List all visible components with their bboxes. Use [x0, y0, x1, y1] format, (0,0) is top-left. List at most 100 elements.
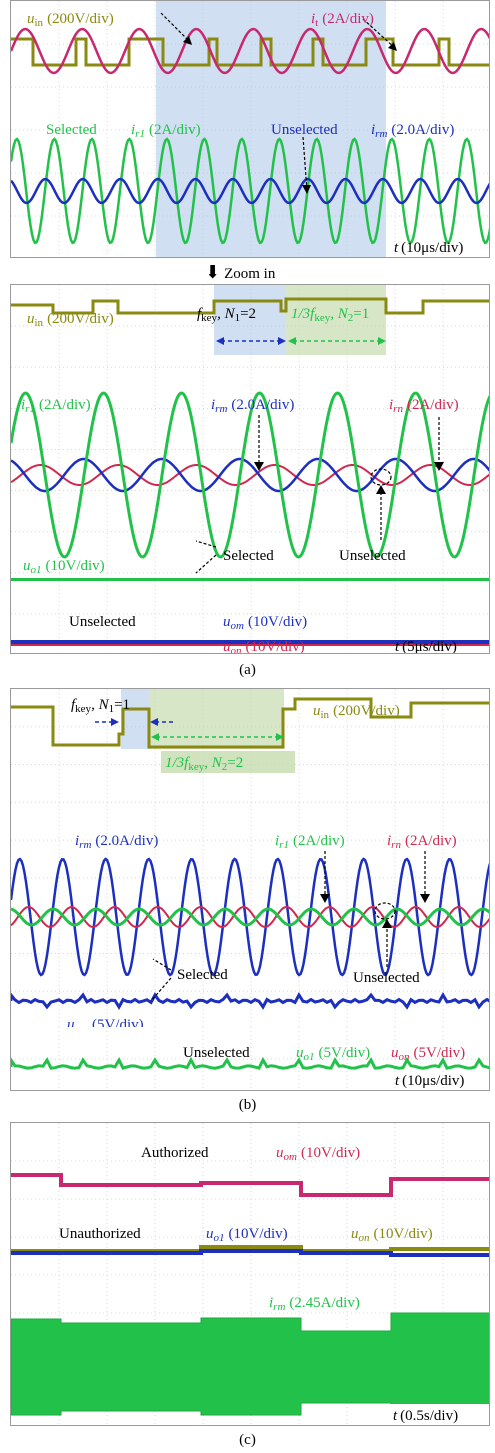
label-t-b: t (10μs/div) — [395, 1073, 464, 1089]
arrowhead-it-a — [388, 42, 397, 51]
fkey-highlight-b — [121, 689, 149, 749]
label-unselected2-a-bottom: Unselected — [69, 614, 136, 630]
trace-uin-a-bottom — [11, 297, 489, 315]
down-arrow-icon: ⬇ — [205, 262, 221, 282]
arrowhead-irn-a-b — [434, 462, 444, 471]
grid-a-bottom — [11, 285, 489, 653]
label-selected-b: Selected — [177, 967, 228, 983]
arrowhead-fkey2-r — [378, 337, 386, 345]
label-fkey2-a: 1/3fkey, N2=1 — [291, 306, 369, 324]
panel-c-svg: Authorized uom (10V/div) Unauthorized uo1… — [11, 1123, 489, 1425]
label-unauthorized-c: Unauthorized — [59, 1226, 141, 1242]
arrow-selected-a1 — [195, 540, 217, 548]
label-unselected-a-top: Unselected — [271, 122, 338, 138]
arrowhead-unselected-b — [382, 919, 392, 928]
arrowhead-fkey-b-l — [111, 718, 119, 726]
label-ir1-a-top: ir1 (2A/div) — [131, 122, 201, 140]
trace-irn-a-bottom — [11, 464, 489, 486]
trace-ir1-a-bottom — [11, 391, 489, 559]
panel-b-lower-svg: Unselected uo1 (5V/div) uon (5V/div) t (10μ… — [11, 1027, 489, 1090]
label-uom-c: uom (10V/div) — [276, 1145, 360, 1163]
label-it-a-top: it (2A/div) — [311, 11, 374, 29]
label-uom-a-bottom: uom (10V/div) — [223, 614, 307, 632]
label-irn-b: irn (2A/div) — [387, 833, 457, 851]
fkey2-label-box-b — [161, 751, 295, 773]
trace-uo1-c — [11, 1249, 489, 1257]
label-fkey2-b: 1/3fkey, N2=2 — [165, 755, 243, 773]
label-uin-a-top: uin (200V/div) — [27, 11, 114, 29]
label-selected-a-bottom: Selected — [223, 548, 274, 564]
label-uo1-b: uo1 (5V/div) — [296, 1045, 370, 1063]
trace-irm-a-top — [11, 177, 489, 205]
label-t-c: t (0.5s/div) — [393, 1408, 458, 1424]
trace-irn-b — [11, 905, 489, 929]
label-irm-a-top: irm (2.0A/div) — [371, 122, 454, 140]
trace-uin-b — [11, 697, 489, 749]
label-t-c-bg — [389, 1404, 489, 1424]
scope-panel-c: Authorized uom (10V/div) Unauthorized uo1… — [10, 1122, 490, 1426]
label-irn-a-bottom: irn (2A/div) — [389, 397, 459, 415]
label-t-a-top: t (10μs/div) — [394, 240, 463, 256]
panel-a-bottom-svg: uin (200V/div) fkey, N1=2 1/3fkey, N2=1 i… — [11, 285, 489, 654]
arrowhead-ir1-b — [320, 894, 330, 903]
fkey2-highlight-b — [149, 689, 284, 749]
fkey2-highlight-a — [286, 285, 386, 355]
trace-uom-b — [11, 991, 489, 1010]
label-ir1-b: ir1 (2A/div) — [275, 833, 345, 851]
arrowhead-irm-a — [302, 185, 311, 194]
label-irm-b: irm (2.0A/div) — [75, 833, 158, 851]
trace-irm-a-bottom — [11, 457, 489, 493]
label-uon-c: uon (10V/div) — [351, 1226, 433, 1244]
arrowhead-uin-a — [183, 36, 192, 45]
zoom-in-label: ⬇ Zoom in — [205, 262, 276, 282]
arrowhead-fkey-left-l — [216, 337, 224, 345]
trace-irm-c — [11, 1312, 489, 1416]
label-fkey-a: fkey, N1=2 — [197, 306, 256, 324]
label-uin-a-bottom: uin (200V/div) — [27, 311, 114, 329]
arrowhead-fkey2-b-r — [276, 733, 284, 741]
trace-uon-a-bottom — [11, 644, 489, 646]
fkey-highlight-a — [214, 285, 286, 355]
label-uin-b: uin (200V/div) — [313, 703, 400, 721]
arrowhead-unselected-a — [376, 485, 386, 494]
panel-a-top-svg: uin (200V/div) it (2A/div) Selected ir1 (2A… — [11, 1, 489, 257]
circle-marker-a — [370, 468, 392, 486]
circle-marker-b — [374, 902, 396, 920]
arrow-irm-a — [302, 136, 308, 192]
trace-irm-b — [11, 857, 489, 977]
scope-panel-a-bottom: uin (200V/div) fkey, N1=2 1/3fkey, N2=1 i… — [10, 284, 490, 654]
trace-uo1-a-bottom — [11, 578, 489, 581]
arrow-selected-a2 — [195, 554, 217, 574]
trace-it-a-top — [11, 27, 489, 75]
arrowhead-fkey-b-r — [150, 718, 158, 726]
arrow-it-a — [362, 18, 397, 50]
label-irm-c: irm (2.45A/div) — [269, 1295, 360, 1313]
label-irm-a-bottom: irm (2.0A/div) — [211, 397, 294, 415]
caption-c: (c) — [239, 1432, 256, 1448]
label-t-a-bottom: t (5μs/div) — [395, 639, 457, 654]
caption-a: (a) — [239, 662, 256, 678]
arrow-selected-b1 — [152, 958, 172, 971]
label-uo1-c: uo1 (10V/div) — [206, 1226, 288, 1244]
caption-b: (b) — [238, 1097, 257, 1113]
label-selected-a-top: Selected — [46, 122, 97, 138]
panel-b-svg: fkey, N1=1 uin (200V/div) 1/3fkey, N2=2 i… — [11, 689, 489, 1028]
trace-ir1-a-top — [11, 137, 489, 245]
arrowhead-fkey2-l — [288, 337, 296, 345]
arrow-uin-a — [160, 12, 192, 44]
trace-uom-a-bottom — [11, 640, 489, 645]
arrowhead-fkey-left-r — [278, 337, 286, 345]
arrow-selected-b2 — [150, 977, 172, 1002]
arrowhead-irn-b — [420, 894, 430, 903]
label-uon-a-bottom: uon (10V/div) — [223, 639, 305, 654]
label-fkey-b: fkey, N1=1 — [71, 697, 130, 715]
label-uon-b: uon (5V/div) — [391, 1045, 465, 1063]
label-uom-b: uom (5V/div) — [67, 1017, 144, 1028]
trace-uo1-uon-b — [11, 1056, 489, 1070]
label-unselected-a-bottom: Unselected — [339, 548, 406, 564]
arrowhead-fkey2-b-l — [151, 733, 159, 741]
trace-uom-c — [11, 1173, 489, 1197]
arrowhead-irm-a-b — [254, 462, 264, 471]
label-unselected2-b: Unselected — [183, 1045, 250, 1061]
scope-panel-b-lower: Unselected uo1 (5V/div) uon (5V/div) t (10μ… — [10, 1027, 490, 1091]
